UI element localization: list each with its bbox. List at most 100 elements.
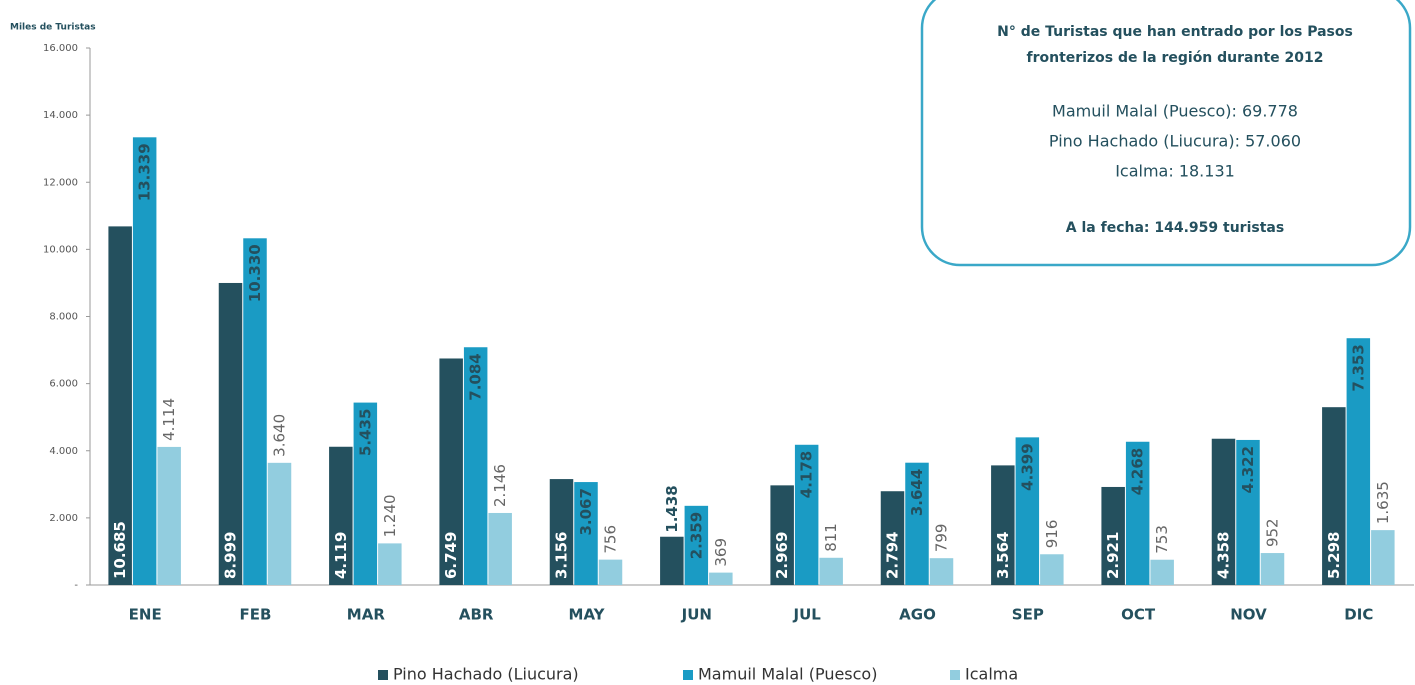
annotation-total: A la fecha: 144.959 turistas [1066, 220, 1284, 236]
value-label: 799 [933, 524, 951, 553]
value-label: 2.146 [491, 464, 509, 507]
value-label: 1.240 [381, 494, 399, 537]
legend-label: Mamuil Malal (Puesco) [698, 665, 877, 684]
value-label: 6.749 [442, 532, 460, 579]
bar [1101, 486, 1125, 585]
value-label: 3.564 [994, 532, 1012, 579]
value-label: 4.178 [798, 451, 816, 498]
value-label: 753 [1153, 525, 1171, 554]
value-label: 4.358 [1215, 532, 1233, 579]
value-label: 2.794 [884, 532, 902, 579]
value-label: 5.435 [356, 409, 374, 456]
bar [1236, 439, 1260, 585]
bar [1150, 559, 1174, 585]
bar [488, 512, 512, 585]
value-label: 10.685 [111, 521, 129, 579]
annotation-line: Mamuil Malal (Puesco): 69.778 [1052, 102, 1298, 121]
value-label: 3.067 [577, 488, 595, 535]
annotation-title: N° de Turistas que han entrado por los P… [997, 24, 1353, 40]
y-tick-label: 2.000 [49, 513, 78, 524]
bar [463, 347, 488, 585]
legend-label: Icalma [965, 665, 1018, 684]
bar [770, 485, 794, 585]
value-label: 13.339 [136, 143, 154, 201]
value-label: 5.298 [1325, 532, 1343, 579]
value-label: 7.353 [1349, 344, 1367, 391]
bar [329, 446, 353, 585]
value-label: 811 [822, 523, 840, 552]
value-label: 2.359 [687, 512, 705, 559]
annotation-title: fronterizos de la región durante 2012 [1027, 50, 1324, 66]
value-label: 1.438 [663, 485, 681, 532]
bar [905, 462, 929, 585]
legend-swatch [378, 670, 388, 680]
bar [243, 238, 267, 585]
bar [709, 572, 733, 585]
y-tick-label: 6.000 [49, 379, 78, 390]
value-label: 3.644 [908, 469, 926, 516]
bar [880, 491, 905, 585]
value-label: 4.399 [1018, 443, 1036, 490]
value-label: 756 [602, 525, 620, 554]
bar [794, 444, 819, 585]
bar [660, 536, 684, 585]
value-label: 4.114 [160, 398, 178, 441]
y-tick-label: - [74, 580, 78, 591]
legend-swatch [950, 670, 960, 680]
x-tick-label: SEP [1012, 606, 1044, 624]
y-tick-label: 4.000 [49, 446, 78, 457]
value-label: 2.921 [1104, 532, 1122, 579]
value-label: 8.999 [222, 532, 240, 579]
bar [574, 482, 598, 585]
bar [157, 446, 181, 585]
x-tick-label: ABR [459, 606, 494, 624]
value-label: 7.084 [467, 353, 485, 400]
x-tick-label: MAY [569, 606, 606, 624]
bar [108, 226, 132, 585]
x-tick-label: DIC [1344, 606, 1373, 624]
annotation-line: Pino Hachado (Liucura): 57.060 [1049, 132, 1301, 151]
y-tick-label: 14.000 [43, 110, 78, 121]
value-label: 3.156 [553, 532, 571, 579]
bar [549, 479, 574, 585]
value-label: 369 [712, 538, 730, 567]
bar [1015, 437, 1040, 585]
y-tick-label: 8.000 [49, 312, 78, 323]
value-label: 1.635 [1374, 481, 1392, 524]
bar [1346, 338, 1371, 585]
x-tick-label: JUL [793, 606, 822, 624]
bar [819, 557, 843, 585]
bar [439, 358, 463, 585]
bar [1040, 554, 1064, 585]
bar [1322, 407, 1346, 585]
bar [684, 505, 709, 585]
x-tick-label: NOV [1230, 606, 1267, 624]
x-tick-label: JUN [681, 606, 712, 624]
annotation-box [920, 0, 1412, 267]
x-tick-label: FEB [240, 606, 272, 624]
value-label: 952 [1264, 518, 1282, 547]
x-tick-label: AGO [899, 606, 936, 624]
bar [1211, 438, 1236, 585]
value-label: 4.119 [332, 532, 350, 579]
bar [132, 137, 157, 585]
bar [1125, 441, 1150, 585]
value-label: 4.322 [1239, 446, 1257, 493]
value-label: 916 [1043, 520, 1061, 549]
x-tick-label: MAR [347, 606, 386, 624]
y-tick-label: 12.000 [43, 177, 78, 188]
bar [267, 462, 292, 585]
bar [598, 559, 623, 585]
legend-label: Pino Hachado (Liucura) [393, 665, 579, 684]
value-label: 2.969 [773, 532, 791, 579]
value-label: 3.640 [271, 414, 289, 457]
y-tick-label: 16.000 [43, 43, 78, 54]
value-label: 10.330 [246, 244, 264, 302]
x-tick-label: ENE [129, 606, 162, 624]
y-tick-label: 10.000 [43, 244, 78, 255]
x-tick-label: OCT [1121, 606, 1156, 624]
annotation-line: Icalma: 18.131 [1115, 162, 1235, 181]
bar [1371, 530, 1395, 585]
value-label: 4.268 [1129, 448, 1147, 495]
